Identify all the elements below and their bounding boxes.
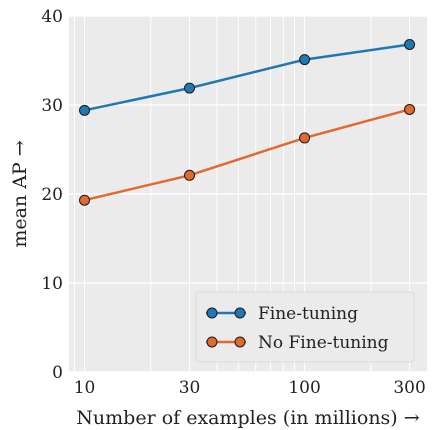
series-fine-tuning [79, 38, 416, 116]
x-tick-label: 300 [393, 378, 425, 398]
data-point [299, 132, 311, 144]
y-tick-label: 20 [41, 185, 63, 205]
y-tick-label: 30 [41, 96, 63, 116]
series-layer [79, 38, 416, 206]
series-line [84, 108, 410, 202]
x-tick-label: 100 [288, 378, 320, 398]
tick-labels: 10 30 100 300 0 10 20 30 40 [41, 7, 425, 398]
data-point [184, 169, 196, 181]
data-point [404, 38, 416, 50]
legend-box [195, 291, 415, 363]
x-tick-label: 30 [179, 378, 201, 398]
legend-label: No Fine-tuning [258, 333, 389, 353]
legend-marker [234, 307, 246, 319]
legend-marker [206, 307, 218, 319]
y-tick-label: 40 [41, 7, 63, 27]
y-tick-label: 0 [52, 363, 63, 383]
y-tick-label: 10 [41, 274, 63, 294]
data-point [79, 104, 91, 116]
data-point [79, 194, 91, 206]
legend-marker [234, 336, 246, 348]
series-no-fine-tuning [79, 103, 416, 206]
x-tick-label: 10 [74, 378, 96, 398]
series-line [84, 43, 410, 112]
data-point [299, 54, 311, 66]
legend-label: Fine-tuning [258, 304, 358, 324]
legend: Fine-tuning No Fine-tuning [195, 291, 415, 363]
data-point [404, 103, 416, 115]
data-point [184, 82, 196, 94]
y-axis-title: mean AP → [9, 140, 31, 247]
legend-marker [206, 336, 218, 348]
x-axis-title: Number of examples (in millions) → [76, 407, 419, 429]
